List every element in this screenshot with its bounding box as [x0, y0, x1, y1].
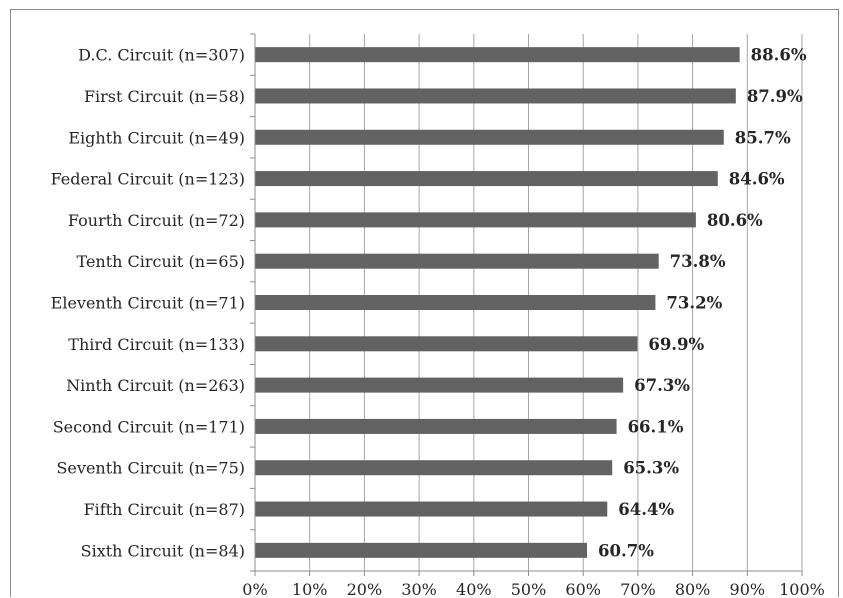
data-label: 64.4% [618, 500, 674, 519]
data-label: 65.3% [623, 459, 679, 478]
category-label: Fourth Circuit (n=72) [68, 211, 245, 230]
category-label: Eleventh Circuit (n=71) [51, 294, 245, 313]
x-tick-label: 70% [620, 580, 656, 598]
x-tick-label: 10% [292, 580, 328, 598]
bar [255, 501, 608, 517]
data-label: 88.6% [751, 46, 807, 65]
bars [255, 47, 740, 558]
bar [255, 336, 638, 352]
data-label: 85.7% [735, 128, 791, 147]
x-tick-label: 80% [675, 580, 711, 598]
data-label: 67.3% [634, 376, 690, 395]
bar [255, 47, 740, 63]
bar-chart: D.C. Circuit (n=307) First Circuit (n=58)… [51, 33, 825, 598]
x-tick-label: 20% [347, 580, 383, 598]
bar [255, 460, 613, 476]
category-label: Tenth Circuit (n=65) [77, 252, 245, 271]
x-tick-label: 40% [456, 580, 492, 598]
bar [255, 129, 724, 145]
chart-frame: D.C. Circuit (n=307) First Circuit (n=58)… [10, 9, 839, 598]
bar [255, 542, 588, 558]
bar [255, 377, 624, 393]
category-label: First Circuit (n=58) [84, 87, 245, 106]
axes [250, 33, 803, 576]
category-labels: D.C. Circuit (n=307) First Circuit (n=58)… [51, 46, 245, 561]
bar [255, 171, 718, 187]
data-label: 80.6% [707, 211, 763, 230]
data-label: 66.1% [628, 417, 684, 436]
category-label: Second Circuit (n=171) [53, 417, 245, 436]
category-label: Seventh Circuit (n=75) [56, 459, 245, 478]
data-label: 60.7% [598, 541, 654, 560]
x-tick-label: 50% [511, 580, 547, 598]
data-label: 69.9% [648, 335, 704, 354]
x-tick-labels: 0% 10% 20% 30% 40% 50% 60% 70% 80% 90% 100% [242, 580, 825, 598]
bar [255, 253, 659, 269]
category-label: Ninth Circuit (n=263) [66, 376, 245, 395]
data-label: 87.9% [747, 87, 803, 106]
data-label: 73.8% [670, 252, 726, 271]
category-label: Eighth Circuit (n=49) [68, 128, 245, 147]
x-tick-label: 60% [565, 580, 601, 598]
bar [255, 295, 656, 310]
data-label: 73.2% [666, 294, 722, 313]
category-label: Sixth Circuit (n=84) [81, 541, 245, 560]
category-label: Federal Circuit (n=123) [51, 170, 245, 189]
x-tick-label: 0% [242, 580, 267, 598]
category-label: D.C. Circuit (n=307) [78, 46, 245, 65]
x-tick-label: 30% [401, 580, 437, 598]
x-tick-label: 90% [730, 580, 766, 598]
bar [255, 418, 617, 434]
x-tick-label: 100% [779, 580, 825, 598]
category-label: Fifth Circuit (n=87) [84, 500, 245, 519]
bar [255, 88, 736, 104]
category-label: Third Circuit (n=133) [68, 335, 245, 354]
data-label: 84.6% [729, 170, 785, 189]
data-labels: 88.6% 87.9% 85.7% 84.6% 80.6% 73.8% 73.2% 69.9%… [598, 46, 807, 561]
bar [255, 212, 696, 228]
